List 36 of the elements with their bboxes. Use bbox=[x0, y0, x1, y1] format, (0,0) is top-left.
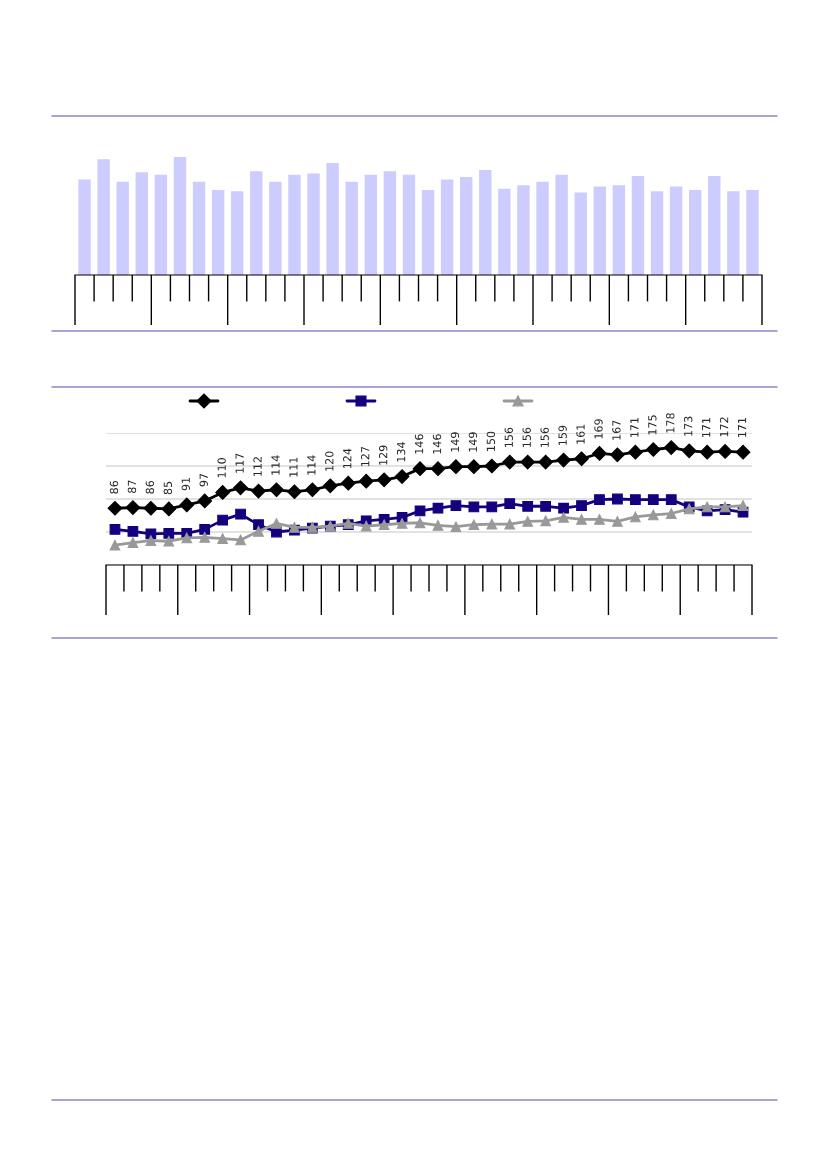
data-label: 175 bbox=[648, 415, 657, 435]
data-label: 156 bbox=[504, 427, 513, 447]
data-label: 171 bbox=[630, 418, 639, 438]
data-label: 97 bbox=[199, 473, 208, 487]
data-label: 86 bbox=[145, 480, 155, 494]
data-label: 120 bbox=[325, 451, 334, 471]
data-label: 114 bbox=[307, 455, 316, 475]
data-label: 161 bbox=[576, 424, 585, 444]
data-label: 156 bbox=[540, 427, 549, 447]
data-label: 87 bbox=[127, 480, 137, 493]
data-label: 91 bbox=[181, 477, 190, 491]
data-label: 129 bbox=[378, 445, 388, 465]
data-label: 159 bbox=[558, 425, 567, 445]
data-label: 149 bbox=[450, 432, 460, 452]
data-label: 111 bbox=[289, 457, 298, 477]
data-label: 85 bbox=[163, 481, 173, 495]
data-label: 110 bbox=[217, 458, 226, 478]
data-label: 134 bbox=[396, 442, 406, 462]
data-label: 146 bbox=[432, 434, 442, 454]
data-label: 149 bbox=[468, 432, 478, 452]
data-label: 112 bbox=[253, 457, 262, 476]
data-label: 173 bbox=[684, 416, 693, 436]
data-label: 150 bbox=[486, 431, 496, 451]
data-label: 178 bbox=[666, 413, 675, 433]
data-label: 146 bbox=[414, 434, 424, 454]
data-label: 172 bbox=[719, 417, 729, 437]
data-label: 117 bbox=[235, 453, 244, 473]
data-label: 156 bbox=[522, 427, 531, 447]
data-label: 124 bbox=[343, 448, 352, 469]
data-label: 167 bbox=[612, 420, 621, 440]
data-label: 171 bbox=[737, 418, 747, 438]
data-label: 171 bbox=[702, 418, 711, 438]
data-label: 127 bbox=[361, 447, 370, 467]
data-label: 86 bbox=[109, 480, 119, 494]
data-label: 169 bbox=[594, 419, 603, 439]
data-label: 114 bbox=[271, 455, 280, 475]
